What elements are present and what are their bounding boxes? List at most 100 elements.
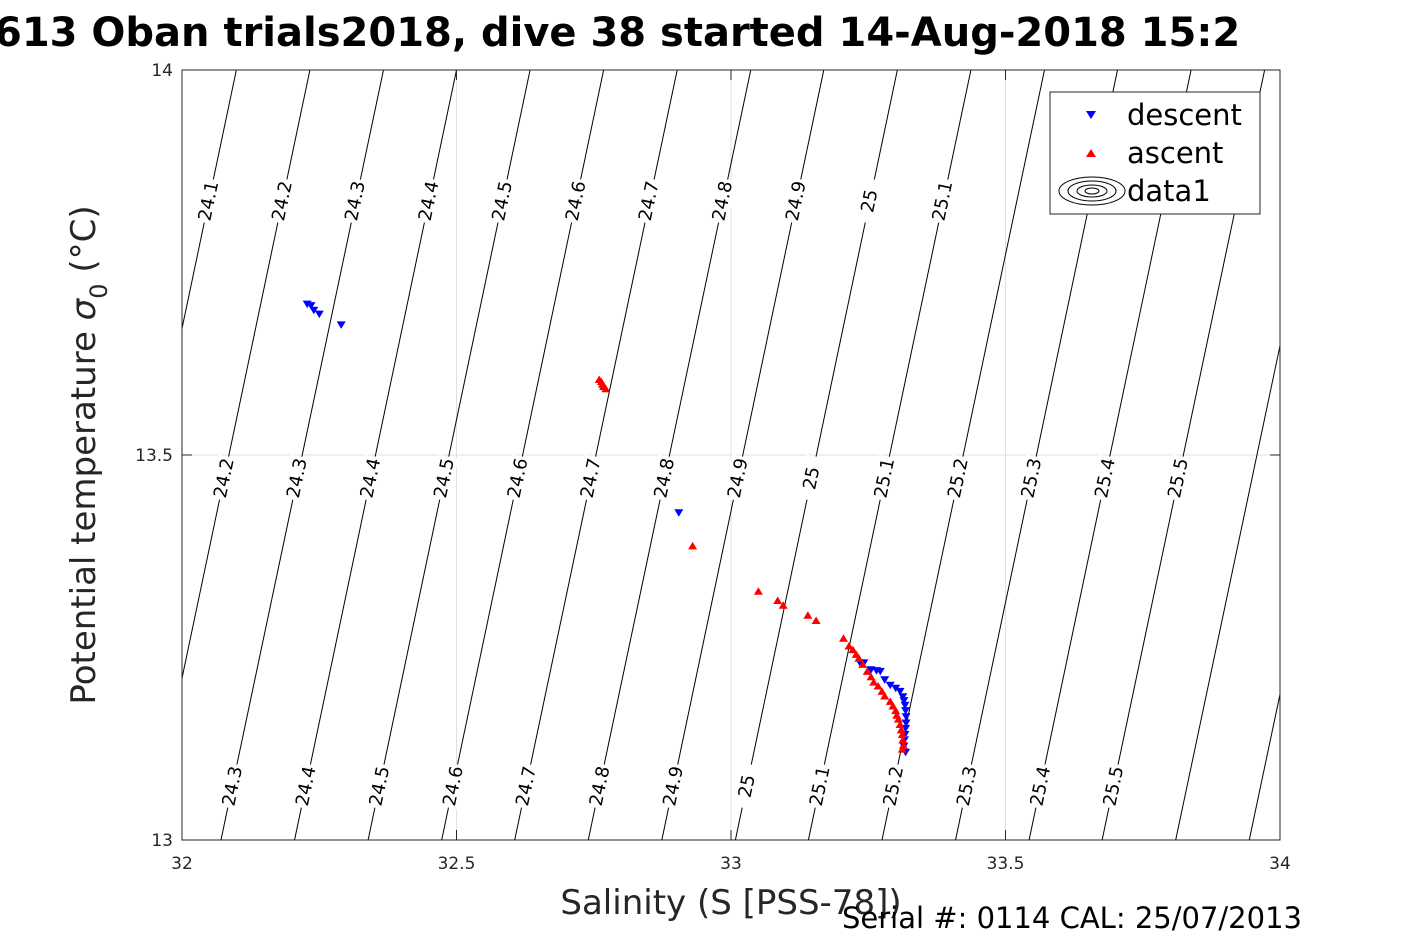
contour-label-gap	[209, 454, 239, 502]
legend-marker-contour-icon	[1058, 176, 1126, 206]
y-tick-label-0: 13	[151, 831, 173, 851]
contour-label-row1-12: 25.2	[943, 454, 973, 502]
descent-point-15	[898, 693, 908, 701]
contour-label-gap	[928, 177, 957, 225]
legend-entry-ascent: ascent	[1086, 136, 1223, 170]
contour-label-gap	[781, 177, 811, 225]
ascent-point-32	[898, 741, 908, 749]
legend-marker-descent	[1086, 111, 1096, 119]
y-axis-label-main: Potential temperature	[64, 320, 104, 704]
contour-label-text: 25	[857, 188, 882, 215]
series-ascent	[594, 375, 908, 753]
ascent-point-13	[848, 645, 858, 654]
legend-entry-data1: data1	[1058, 174, 1211, 208]
ascent-point-18	[866, 672, 876, 681]
descent-point-11	[880, 676, 890, 684]
x-tick-label-2: 33	[720, 854, 742, 874]
ascent-point-20	[873, 682, 883, 690]
contour-label-gap	[585, 762, 614, 810]
contour-label-gap	[267, 177, 297, 225]
contour-label-gap	[282, 454, 312, 502]
contour-label-gap	[429, 454, 459, 502]
ascent-point-29	[896, 725, 906, 734]
contour-label-gap	[218, 762, 247, 810]
contour-label-gap	[561, 177, 590, 225]
legend-label-data1: data1	[1127, 174, 1211, 208]
contour-label-gap	[291, 762, 321, 810]
ascent-point-33	[897, 745, 907, 753]
contour-label-gap	[649, 454, 679, 502]
contour-label-row2-14: 25.5	[1099, 762, 1128, 810]
contour-label-gap	[194, 177, 223, 225]
contour-label-gap	[365, 762, 394, 810]
contour-label-gap	[1026, 762, 1055, 810]
ascent-point-10	[811, 616, 821, 624]
contour-label-row1-9: 24.9	[723, 454, 753, 502]
descent-point-17	[900, 701, 910, 710]
contour-label-gap	[855, 177, 884, 225]
contour-label-gap	[1017, 454, 1046, 502]
contour-label-gap	[503, 454, 532, 502]
contour-label-text: 25	[799, 465, 824, 492]
descent-point-2	[309, 306, 319, 315]
contour-label-gap	[1163, 454, 1193, 502]
legend: descent ascent data1	[1049, 91, 1261, 215]
ascent-point-30	[897, 730, 907, 738]
contour-label-text: 25	[735, 773, 760, 800]
descent-point-3	[314, 310, 324, 319]
contour-label-row2-9: 25	[732, 762, 761, 810]
contour-label-row0-10: 25	[855, 177, 884, 225]
ascent-point-25	[891, 706, 901, 715]
contour-line-25-6	[1175, 343, 1280, 840]
contour-label-row1-4: 24.4	[356, 454, 385, 502]
descent-point-1	[306, 302, 316, 310]
descent-point-14	[895, 687, 905, 696]
contour-label-gap	[487, 177, 517, 225]
y-axis-label-subscript: 0	[85, 283, 113, 298]
contour-label-gap	[805, 762, 834, 810]
descent-point-12	[885, 681, 895, 690]
ascent-point-15	[854, 654, 864, 662]
ascent-point-11	[839, 634, 848, 642]
contour-label-gap	[870, 454, 899, 502]
descent-point-10	[875, 667, 885, 676]
x-tick-label-0: 32	[171, 854, 193, 874]
descent-point-16	[899, 697, 909, 705]
y-axis-label: Potential temperature σ0 (°C)	[64, 205, 113, 704]
contour-label-gap	[1099, 762, 1128, 810]
contour-label-gap	[414, 177, 443, 225]
descent-point-5	[674, 509, 684, 517]
legend-label-ascent: ascent	[1127, 136, 1223, 170]
contour-line-25-2	[881, 70, 1045, 840]
ascent-point-7	[773, 596, 783, 604]
ascent-point-8	[778, 601, 788, 609]
legend-entry-descent: descent	[1086, 98, 1242, 132]
contour-label-gap	[634, 177, 663, 225]
contour-label-gap	[723, 454, 752, 502]
contour-label-gap	[943, 454, 973, 502]
serial-calibration-note: Serial #: 0114 CAL: 25/07/2013	[842, 901, 1302, 935]
x-axis-ticks: 32 32.5 33 33.5 34	[171, 70, 1291, 874]
x-axis-label: Salinity (S [PSS-78])	[560, 883, 901, 923]
ascent-point-27	[893, 715, 903, 723]
contour-label-gap	[438, 762, 468, 810]
data-series	[302, 300, 911, 757]
y-axis-label-unit: (°C)	[64, 205, 104, 283]
ascent-point-4	[601, 384, 611, 393]
descent-point-4	[336, 321, 346, 329]
contour-label-gap	[1090, 454, 1120, 502]
x-tick-label-4: 34	[1269, 854, 1291, 874]
ascent-point-17	[862, 667, 872, 675]
contour-label-gap	[658, 762, 688, 810]
ascent-point-19	[869, 678, 879, 686]
ascent-point-28	[895, 720, 905, 728]
y-axis-ticks: 13 13.5 14	[135, 61, 1280, 851]
contour-line-25-7	[1248, 691, 1280, 840]
legend-marker-ascent	[1086, 149, 1096, 157]
ascent-point-12	[844, 642, 854, 650]
contour-label-gap	[732, 762, 761, 810]
y-axis-label-symbol: σ	[64, 297, 104, 320]
legend-label-descent: descent	[1127, 98, 1242, 132]
ascent-point-6	[753, 587, 763, 595]
